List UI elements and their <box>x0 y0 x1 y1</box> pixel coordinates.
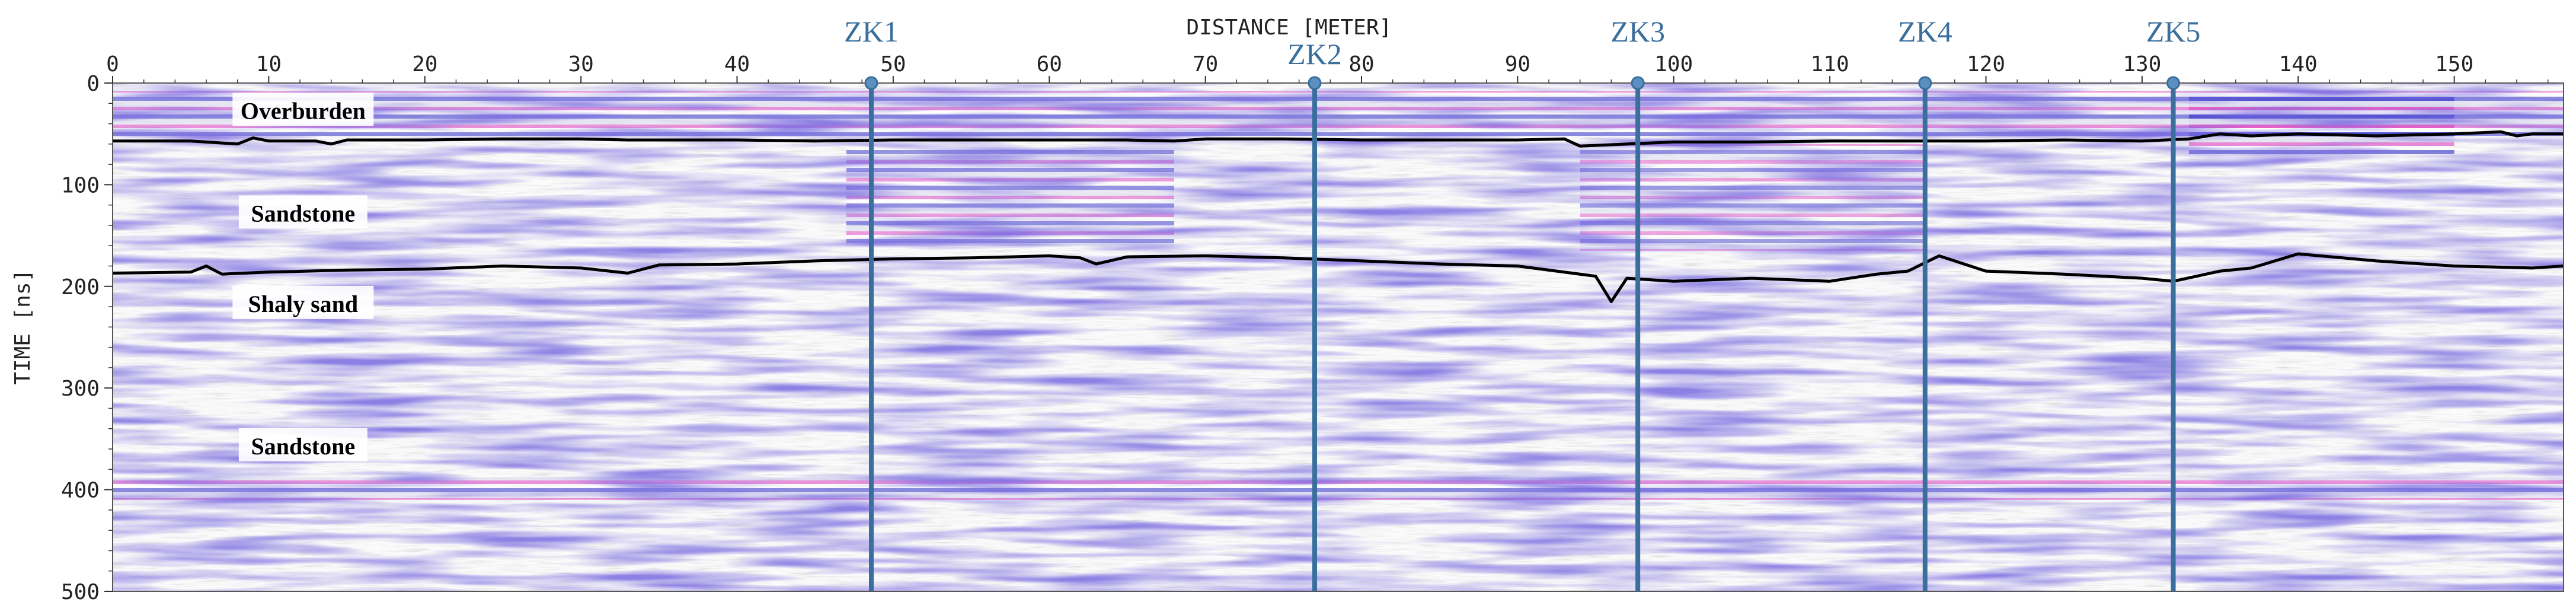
y-tick-label: 400 <box>61 479 100 503</box>
borehole-label: ZK4 <box>1898 15 1952 48</box>
y-tick-label: 300 <box>61 377 100 401</box>
y-axis-title: TIME [ns] <box>11 269 35 385</box>
borehole-label: ZK1 <box>844 15 899 48</box>
x-axis-title: DISTANCE [METER] <box>1186 15 1392 40</box>
borehole-marker <box>864 76 878 90</box>
boreholes: ZK1 ZK2 ZK3 ZK4 ZK5 <box>844 15 2200 591</box>
interface-line-overburden-base <box>113 130 2564 148</box>
x-axis: 0 10 20 30 40 50 60 70 80 90 100 110 120 130 140 150 <box>106 52 2549 83</box>
borehole-marker <box>1918 76 1932 90</box>
x-tick-label: 0 <box>106 52 119 77</box>
x-tick-label: 30 <box>568 52 593 77</box>
y-tick-label: 100 <box>61 173 100 198</box>
layer-labels: Overburden Sandstone Shaly sand Sandstone <box>232 93 374 461</box>
layer-label-box <box>238 195 367 229</box>
x-tick-label: 50 <box>880 52 906 77</box>
y-axis: 0 100 200 300 400 500 <box>61 72 113 602</box>
layer-label: Overburden <box>241 97 366 124</box>
borehole-label: ZK2 <box>1287 37 1342 71</box>
x-tick-label: 140 <box>2279 52 2318 77</box>
borehole-marker <box>1631 76 1645 90</box>
x-tick-label: 40 <box>724 52 750 77</box>
plot-area <box>113 83 2564 591</box>
borehole-marker <box>2166 76 2181 90</box>
borehole-marker <box>1308 76 1322 90</box>
borehole-label: ZK3 <box>1610 15 1665 48</box>
x-tick-label: 60 <box>1037 52 1062 77</box>
x-tick-label: 20 <box>412 52 437 77</box>
layer-label-box <box>232 285 374 319</box>
layer-label-box <box>232 93 374 126</box>
radargram-reflection-texture <box>113 83 2564 591</box>
x-tick-label: 80 <box>1348 52 1374 77</box>
x-tick-label: 90 <box>1505 52 1530 77</box>
interface-line-sandstone-base <box>113 252 2564 303</box>
plot-frame <box>112 82 2564 592</box>
y-tick-label: 0 <box>87 72 100 96</box>
layer-label-box <box>238 428 367 461</box>
y-tick-label: 200 <box>61 275 100 300</box>
x-tick-label: 70 <box>1193 52 1218 77</box>
layer-label: Sandstone <box>251 433 356 460</box>
x-tick-label: 10 <box>256 52 282 77</box>
x-tick-label: 100 <box>1654 52 1693 77</box>
layer-label: Sandstone <box>251 200 356 227</box>
x-tick-label: 120 <box>1967 52 2005 77</box>
layer-label: Shaly sand <box>248 291 358 317</box>
borehole-label: ZK5 <box>2146 15 2201 48</box>
x-tick-label: 110 <box>1811 52 1849 77</box>
x-tick-label: 130 <box>2123 52 2161 77</box>
x-tick-label: 150 <box>2435 52 2473 77</box>
interpreted-interfaces <box>113 130 2564 303</box>
y-tick-label: 500 <box>61 580 100 602</box>
